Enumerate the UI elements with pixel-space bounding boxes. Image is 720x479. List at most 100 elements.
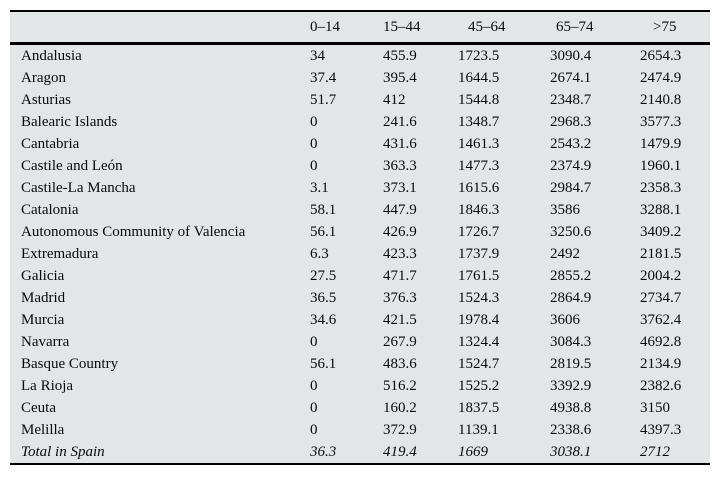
value-cell: 1479.9	[640, 135, 682, 152]
value-cell: 1477.3	[458, 157, 500, 174]
region-name: Ceuta	[21, 399, 56, 416]
value-cell: 1615.6	[458, 179, 500, 196]
value-cell: 58.1	[310, 201, 337, 218]
value-cell: 1544.8	[458, 91, 500, 108]
region-name: Madrid	[21, 289, 66, 306]
value-cell: 2140.8	[640, 91, 682, 108]
table-row: Andalusia 34 455.9 1723.5 3090.4 2654.3	[10, 44, 710, 68]
value-cell: 3577.3	[640, 113, 682, 130]
value-cell: 1846.3	[458, 201, 500, 218]
value-cell: 34	[310, 47, 325, 64]
region-name: Castile-La Mancha	[21, 179, 136, 196]
value-cell: 3084.3	[550, 333, 592, 350]
value-cell: 1139.1	[458, 421, 499, 438]
value-cell: 2374.9	[550, 157, 592, 174]
value-cell: 2348.7	[550, 91, 592, 108]
value-cell: 6.3	[310, 245, 329, 262]
value-cell: 2855.2	[550, 267, 592, 284]
value-cell: 373.1	[383, 179, 417, 196]
value-cell: 1978.4	[458, 311, 500, 328]
value-cell: 34.6	[310, 311, 337, 328]
value-cell: 0	[310, 421, 318, 438]
value-cell: 160.2	[383, 399, 417, 416]
value-cell: 2712	[640, 443, 670, 460]
header-age-45-64: 45–64	[458, 11, 550, 45]
table-row: Madrid 36.5 376.3 1524.3 2864.9 2734.7	[10, 287, 710, 309]
table-row: Melilla 0 372.9 1139.1 2338.6 4397.3	[10, 419, 710, 441]
region-name: Catalonia	[21, 201, 79, 218]
total-row: Total in Spain 36.3 419.4 1669 3038.1 2712	[10, 441, 710, 464]
region-name: Autonomous Community of Valencia	[21, 223, 246, 240]
value-cell: 3038.1	[550, 443, 592, 460]
value-cell: 1723.5	[458, 47, 500, 64]
value-cell: 376.3	[383, 289, 417, 306]
table-header: 0–14 15–44 45–64 65–74 >75	[10, 11, 710, 45]
value-cell: 4938.8	[550, 399, 592, 416]
value-cell: 426.9	[383, 223, 417, 240]
value-cell: 2674.1	[550, 69, 592, 86]
value-cell: 1960.1	[640, 157, 682, 174]
value-cell: 483.6	[383, 355, 417, 372]
header-age-0-14: 0–14	[310, 11, 383, 45]
age-group-rate-table: 0–14 15–44 45–64 65–74 >75 Andalusia 34 45…	[10, 10, 710, 465]
region-name: Andalusia	[21, 47, 82, 64]
value-cell: 4692.8	[640, 333, 682, 350]
value-cell: 412	[383, 91, 406, 108]
value-cell: 1837.5	[458, 399, 500, 416]
table-row: Aragon 37.4 395.4 1644.5 2674.1 2474.9	[10, 67, 710, 89]
table-row: Ceuta 0 160.2 1837.5 4938.8 3150	[10, 397, 710, 419]
value-cell: 2864.9	[550, 289, 592, 306]
value-cell: 372.9	[383, 421, 417, 438]
table-row: Cantabria 0 431.6 1461.3 2543.2 1479.9	[10, 133, 710, 155]
value-cell: 36.3	[310, 443, 337, 460]
header-age-65-74: 65–74	[550, 11, 640, 45]
value-cell: 0	[310, 399, 318, 416]
value-cell: 2004.2	[640, 267, 682, 284]
header-region-blank	[10, 11, 310, 45]
region-name: La Rioja	[21, 377, 74, 394]
table-row: Basque Country 56.1 483.6 1524.7 2819.5 2134.…	[10, 353, 710, 375]
value-cell: 1761.5	[458, 267, 500, 284]
value-cell: 1644.5	[458, 69, 500, 86]
value-cell: 1737.9	[458, 245, 500, 262]
value-cell: 3.1	[310, 179, 329, 196]
value-cell: 1524.7	[458, 355, 500, 372]
value-cell: 2474.9	[640, 69, 682, 86]
table-body: Andalusia 34 455.9 1723.5 3090.4 2654.3 Aragon…	[10, 44, 710, 465]
region-name: Basque Country	[21, 355, 119, 372]
table-row: Galicia 27.5 471.7 1761.5 2855.2 2004.2	[10, 265, 710, 287]
value-cell: 2968.3	[550, 113, 592, 130]
value-cell: 4397.3	[640, 421, 682, 438]
value-cell: 267.9	[383, 333, 417, 350]
table-row: Navarra 0 267.9 1324.4 3084.3 4692.8	[10, 331, 710, 353]
header-age-15-44: 15–44	[383, 11, 458, 45]
value-cell: 27.5	[310, 267, 337, 284]
value-cell: 2382.6	[640, 377, 682, 394]
value-cell: 0	[310, 113, 318, 130]
table-row: Castile-La Mancha 3.1 373.1 1615.6 2984.7 235…	[10, 177, 710, 199]
value-cell: 471.7	[383, 267, 417, 284]
value-cell: 2338.6	[550, 421, 592, 438]
value-cell: 37.4	[310, 69, 337, 86]
value-cell: 241.6	[383, 113, 417, 130]
table-row: Balearic Islands 0 241.6 1348.7 2968.3 3577.3	[10, 111, 710, 133]
value-cell: 3606	[550, 311, 580, 328]
value-cell: 2134.9	[640, 355, 682, 372]
region-name: Murcia	[21, 311, 65, 328]
region-name: Castile and León	[21, 157, 123, 174]
value-cell: 0	[310, 333, 318, 350]
value-cell: 3392.9	[550, 377, 592, 394]
value-cell: 56.1	[310, 355, 337, 372]
region-name: Navarra	[21, 333, 70, 350]
table-row: Extremadura 6.3 423.3 1737.9 2492 2181.5	[10, 243, 710, 265]
table-row: Murcia 34.6 421.5 1978.4 3606 3762.4	[10, 309, 710, 331]
region-name: Asturias	[21, 91, 71, 108]
value-cell: 3150	[640, 399, 670, 416]
value-cell: 1524.3	[458, 289, 500, 306]
value-cell: 363.3	[383, 157, 417, 174]
region-name: Total in Spain	[21, 443, 105, 460]
region-name: Aragon	[21, 69, 66, 86]
value-cell: 2734.7	[640, 289, 682, 306]
value-cell: 2358.3	[640, 179, 682, 196]
value-cell: 0	[310, 157, 318, 174]
